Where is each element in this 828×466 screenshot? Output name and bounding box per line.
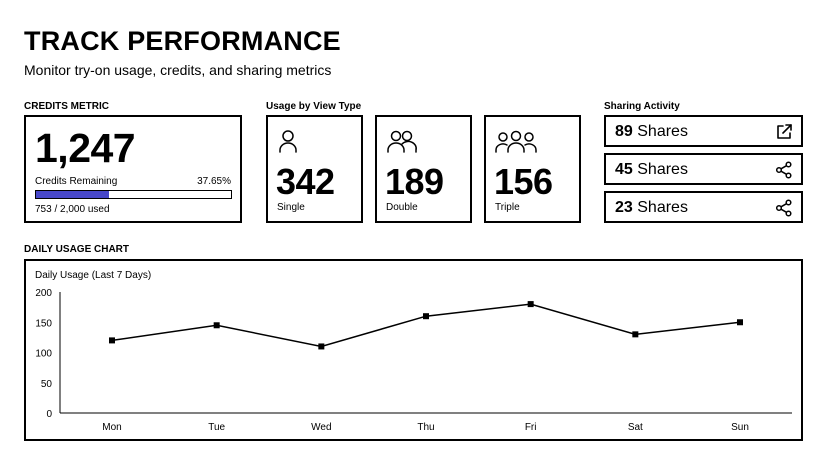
sharing-section-label: Sharing Activity bbox=[604, 101, 680, 112]
share-icon[interactable] bbox=[775, 161, 793, 179]
usage-card-triple: 156 Triple bbox=[484, 115, 581, 223]
x-tick-label: Sun bbox=[731, 422, 749, 433]
credits-percent: 37.65% bbox=[197, 176, 231, 187]
credits-value: 1,247 bbox=[35, 125, 136, 171]
data-point bbox=[213, 322, 220, 329]
single-person-icon bbox=[279, 130, 297, 153]
usage-value: 189 bbox=[385, 161, 444, 202]
series-line bbox=[111, 303, 741, 348]
y-tick-label: 100 bbox=[35, 349, 52, 360]
daily-usage-chart-card: Daily Usage (Last 7 Days) 0 50 100 150 200 Mon… bbox=[24, 259, 803, 441]
chart-section-label: DAILY USAGE CHART bbox=[24, 244, 130, 255]
daily-usage-chart: Daily Usage (Last 7 Days) 0 50 100 150 200 Mon… bbox=[35, 270, 792, 433]
sharing-text: 89 Shares bbox=[615, 123, 688, 141]
x-tick-label: Sat bbox=[628, 422, 643, 433]
x-tick-label: Thu bbox=[417, 422, 434, 433]
usage-label: Double bbox=[386, 202, 418, 213]
data-point bbox=[423, 313, 429, 320]
data-point bbox=[527, 301, 534, 308]
page-subtitle: Monitor try-on usage, credits, and shari… bbox=[24, 62, 332, 78]
sharing-item[interactable]: 45 Shares bbox=[604, 153, 803, 185]
y-tick-label: 50 bbox=[41, 379, 53, 390]
two-people-icon bbox=[387, 130, 417, 153]
x-tick-label: Fri bbox=[525, 422, 537, 433]
usage-label: Triple bbox=[495, 202, 520, 213]
x-tick-label: Tue bbox=[208, 422, 225, 433]
usage-label: Single bbox=[277, 202, 305, 213]
sharing-item[interactable]: 89 Shares bbox=[604, 115, 803, 147]
sharing-count: 89 bbox=[615, 123, 633, 140]
usage-value: 156 bbox=[494, 161, 553, 202]
sharing-count: 45 bbox=[615, 161, 633, 178]
page-title: TRACK PERFORMANCE bbox=[24, 26, 341, 56]
share-icon[interactable] bbox=[775, 199, 793, 217]
external-link-icon[interactable] bbox=[775, 123, 793, 141]
credits-progress-fill bbox=[36, 191, 110, 198]
y-tick-label: 200 bbox=[35, 288, 52, 299]
x-tick-label: Mon bbox=[102, 422, 121, 433]
y-tick-label: 150 bbox=[35, 318, 52, 329]
credits-remaining-label: Credits Remaining bbox=[35, 176, 118, 187]
sharing-unit: Shares bbox=[637, 199, 688, 216]
sharing-unit: Shares bbox=[637, 123, 688, 140]
usage-value: 342 bbox=[276, 161, 335, 202]
usage-section-label: Usage by View Type bbox=[266, 101, 362, 112]
usage-card-double: 189 Double bbox=[375, 115, 472, 223]
data-point bbox=[109, 337, 115, 344]
data-point bbox=[318, 343, 325, 350]
data-point bbox=[632, 331, 639, 338]
usage-card-single: 342 Single bbox=[266, 115, 363, 223]
sharing-text: 23 Shares bbox=[615, 199, 688, 217]
credits-card: 1,247 Credits Remaining 37.65% 753 / 2,0… bbox=[24, 115, 242, 223]
credits-used-label: 753 / 2,000 used bbox=[35, 204, 110, 215]
data-point bbox=[737, 319, 743, 326]
sharing-item[interactable]: 23 Shares bbox=[604, 191, 803, 223]
credits-section-label: CREDITS METRIC bbox=[24, 101, 109, 112]
sharing-count: 23 bbox=[615, 199, 633, 216]
y-tick-label: 0 bbox=[46, 409, 52, 420]
three-people-icon bbox=[495, 130, 537, 153]
x-tick-label: Wed bbox=[311, 422, 331, 433]
sharing-unit: Shares bbox=[637, 161, 688, 178]
credits-progress-bar bbox=[35, 190, 232, 199]
sharing-text: 45 Shares bbox=[615, 161, 688, 179]
chart-title: Daily Usage (Last 7 Days) bbox=[35, 270, 151, 281]
